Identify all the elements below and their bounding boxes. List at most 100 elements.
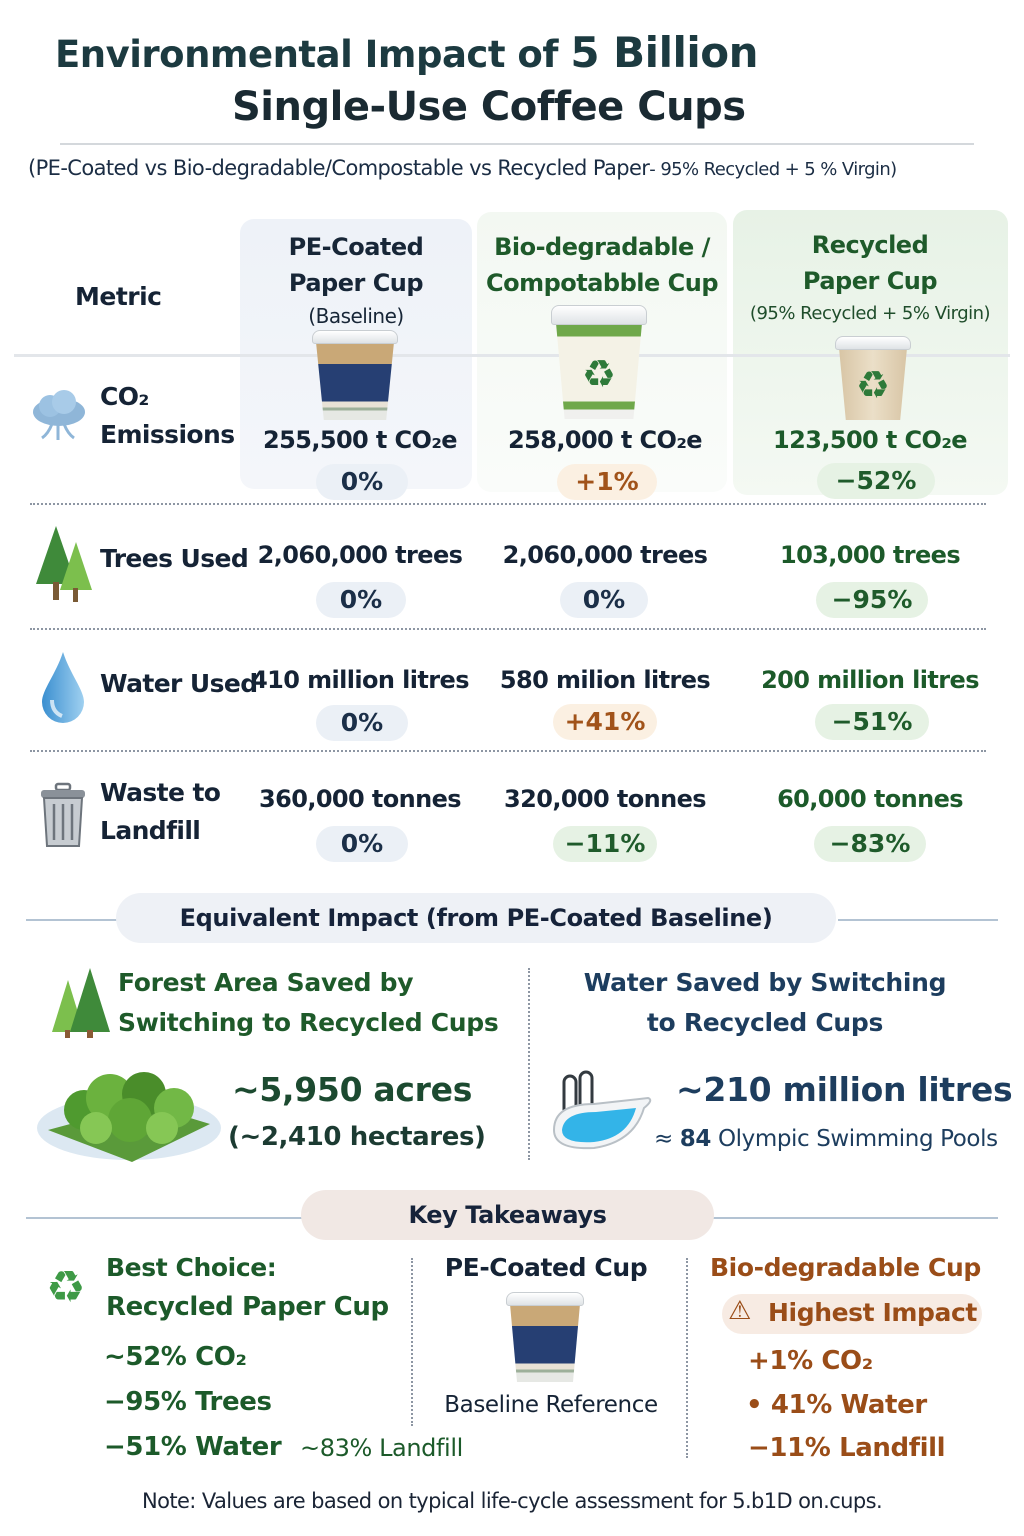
best-choice-title-line2: Recycled Paper Cup <box>106 1292 389 1322</box>
row-divider <box>30 750 986 752</box>
forest-saved-title: Forest Area Saved by Switching to Recycl… <box>118 963 499 1043</box>
trees-value-recycled: 103,000 trees <box>779 541 961 569</box>
row-label-line2: Landfill <box>100 816 201 845</box>
recycled-cup-icon: ♻ <box>835 336 911 422</box>
takeaway-divider <box>686 1258 688 1458</box>
subtitle-tail: - 95% Recycled + 5 % Virgin) <box>649 159 897 180</box>
co2-value-bio: 258,000 t CO₂e <box>508 426 703 454</box>
column-title-line2: Paper Cup <box>802 267 938 295</box>
landfill-change-recycled: −83% <box>814 826 926 862</box>
subtitle-main: (PE-Coated vs Bio-degradable/Compostable… <box>28 156 650 180</box>
row-label-co2: CO₂ Emissions <box>100 378 235 454</box>
forest-title-line1: Forest Area Saved by <box>118 968 414 997</box>
highest-impact-badge <box>722 1294 982 1334</box>
row-label-line2: Emissions <box>100 420 235 449</box>
header-divider <box>14 354 1010 357</box>
title-prefix: Environmental Impact of <box>55 33 571 76</box>
landfill-change-pe: 0% <box>316 826 408 862</box>
co2-change-bio: +1% <box>557 464 657 500</box>
trees-change-bio: 0% <box>560 582 648 618</box>
water-title-line1: Water Saved by Switching <box>583 968 947 997</box>
approx-symbol: ≈ <box>654 1126 673 1152</box>
best-choice-item: ~52% CO₂ <box>104 1342 247 1372</box>
section-line-right <box>712 1217 998 1219</box>
worst-cup-item: +1% CO₂ <box>748 1346 873 1376</box>
row-divider <box>30 503 986 505</box>
water-saved-value: ~210 million litres <box>676 1070 1013 1109</box>
forest-patch-icon <box>37 1072 221 1162</box>
title-highlight: 5 Billion <box>570 28 759 77</box>
column-subtitle: (95% Recycled + 5% Virgin) <box>749 303 991 324</box>
row-label-water: Water Used <box>100 669 258 698</box>
forest-acres-value: ~5,950 acres <box>232 1070 473 1109</box>
section-line-left <box>26 1217 306 1219</box>
pe-coated-cup-icon <box>312 330 398 422</box>
row-label-landfill: Waste to Landfill <box>100 774 221 850</box>
section-line-left <box>26 919 126 921</box>
water-change-pe: 0% <box>316 705 408 741</box>
row-label-line1: Waste to <box>100 778 221 807</box>
row-label-trees: Trees Used <box>100 544 249 573</box>
section-line-right <box>838 919 998 921</box>
water-change-recycled: −51% <box>815 704 929 740</box>
trees-change-recycled: −95% <box>816 582 928 618</box>
trees-change-pe: 0% <box>316 582 406 618</box>
baseline-cup-caption: Baseline Reference <box>444 1392 658 1418</box>
best-choice-item: −51% Water <box>104 1432 282 1462</box>
water-value-recycled: 200 million litres <box>761 666 979 694</box>
page-title-line1: Environmental Impact of 5 Billion <box>55 28 759 77</box>
water-change-bio: +41% <box>553 704 657 740</box>
equivalent-impact-banner: Equivalent Impact (from PE-Coated Baseli… <box>116 893 836 943</box>
title-divider <box>60 143 974 145</box>
best-choice-item: −95% Trees <box>104 1387 272 1417</box>
pools-count: 84 <box>679 1126 712 1152</box>
recycle-icon: ♻ <box>855 363 891 407</box>
highest-impact-label: Highest Impact <box>768 1298 977 1327</box>
page-title-line2: Single-Use Coffee Cups <box>232 84 746 130</box>
water-title-line2: to Recycled Cups <box>646 1008 884 1037</box>
forest-trees-icon <box>52 968 110 1038</box>
trash-can-icon <box>41 782 85 847</box>
trees-icon <box>36 526 92 602</box>
landfill-value-pe: 360,000 tonnes <box>259 785 462 813</box>
forest-title-line2: Switching to Recycled Cups <box>118 1008 499 1037</box>
forest-hectares-value: (~2,410 hectares) <box>228 1122 486 1152</box>
equivalent-divider <box>528 968 530 1160</box>
row-label-line1: CO₂ <box>100 382 149 411</box>
page-subtitle: (PE-Coated vs Bio-degradable/Compostable… <box>28 156 897 180</box>
trees-value-bio: 2,060,000 trees <box>502 541 708 569</box>
cloud-icon <box>33 390 85 440</box>
water-value-bio: 580 milion litres <box>499 666 711 694</box>
water-drop-icon <box>42 652 84 723</box>
recycle-arrows-icon: ♻ <box>46 1262 86 1313</box>
column-title-line2: Compotabble Cup <box>485 269 719 297</box>
warning-icon: ⚠ <box>728 1296 751 1326</box>
best-choice-title-line1: Best Choice: <box>106 1253 277 1282</box>
recycle-icon: ♻ <box>581 352 617 396</box>
water-saved-title: Water Saved by Switching to Recycled Cup… <box>560 963 970 1043</box>
co2-value-recycled: 123,500 t CO₂e <box>773 426 968 454</box>
best-choice-landfill: ~83% Landfill <box>300 1434 463 1462</box>
landfill-change-bio: −11% <box>553 826 657 862</box>
landfill-value-bio: 320,000 tonnes <box>504 785 707 813</box>
landfill-value-recycled: 60,000 tonnes <box>777 785 963 813</box>
takeaway-divider <box>411 1258 413 1426</box>
compostable-cup-icon: ♻ <box>551 305 647 423</box>
column-title-line1: Recycled <box>811 231 929 259</box>
column-subtitle: (Baseline) <box>308 304 404 328</box>
pe-coated-cup-icon <box>506 1292 584 1384</box>
worst-cup-item: • 41% Water <box>746 1390 927 1420</box>
co2-value-pe: 255,500 t CO₂e <box>263 426 458 454</box>
baseline-cup-title: PE-Coated Cup <box>444 1253 648 1282</box>
column-title-line2: Paper Cup <box>288 269 424 297</box>
worst-cup-title: Bio-degradable Cup <box>710 1253 981 1282</box>
trees-value-pe: 2,060,000 trees <box>257 541 463 569</box>
column-header-biodegradable: Bio-degradable / Compotabble Cup <box>480 229 724 301</box>
worst-cup-item: −11% Landfill <box>748 1433 946 1463</box>
pools-label: Olympic Swimming Pools <box>717 1126 998 1152</box>
swimming-pool-icon <box>552 1070 652 1150</box>
key-takeaways-banner: Key Takeaways <box>301 1190 714 1240</box>
co2-change-recycled: −52% <box>817 463 935 499</box>
olympic-pools-equivalent: ≈ 84 Olympic Swimming Pools <box>654 1126 998 1152</box>
column-header-recycled: Recycled Paper Cup (95% Recycled + 5% Vi… <box>736 227 1004 329</box>
